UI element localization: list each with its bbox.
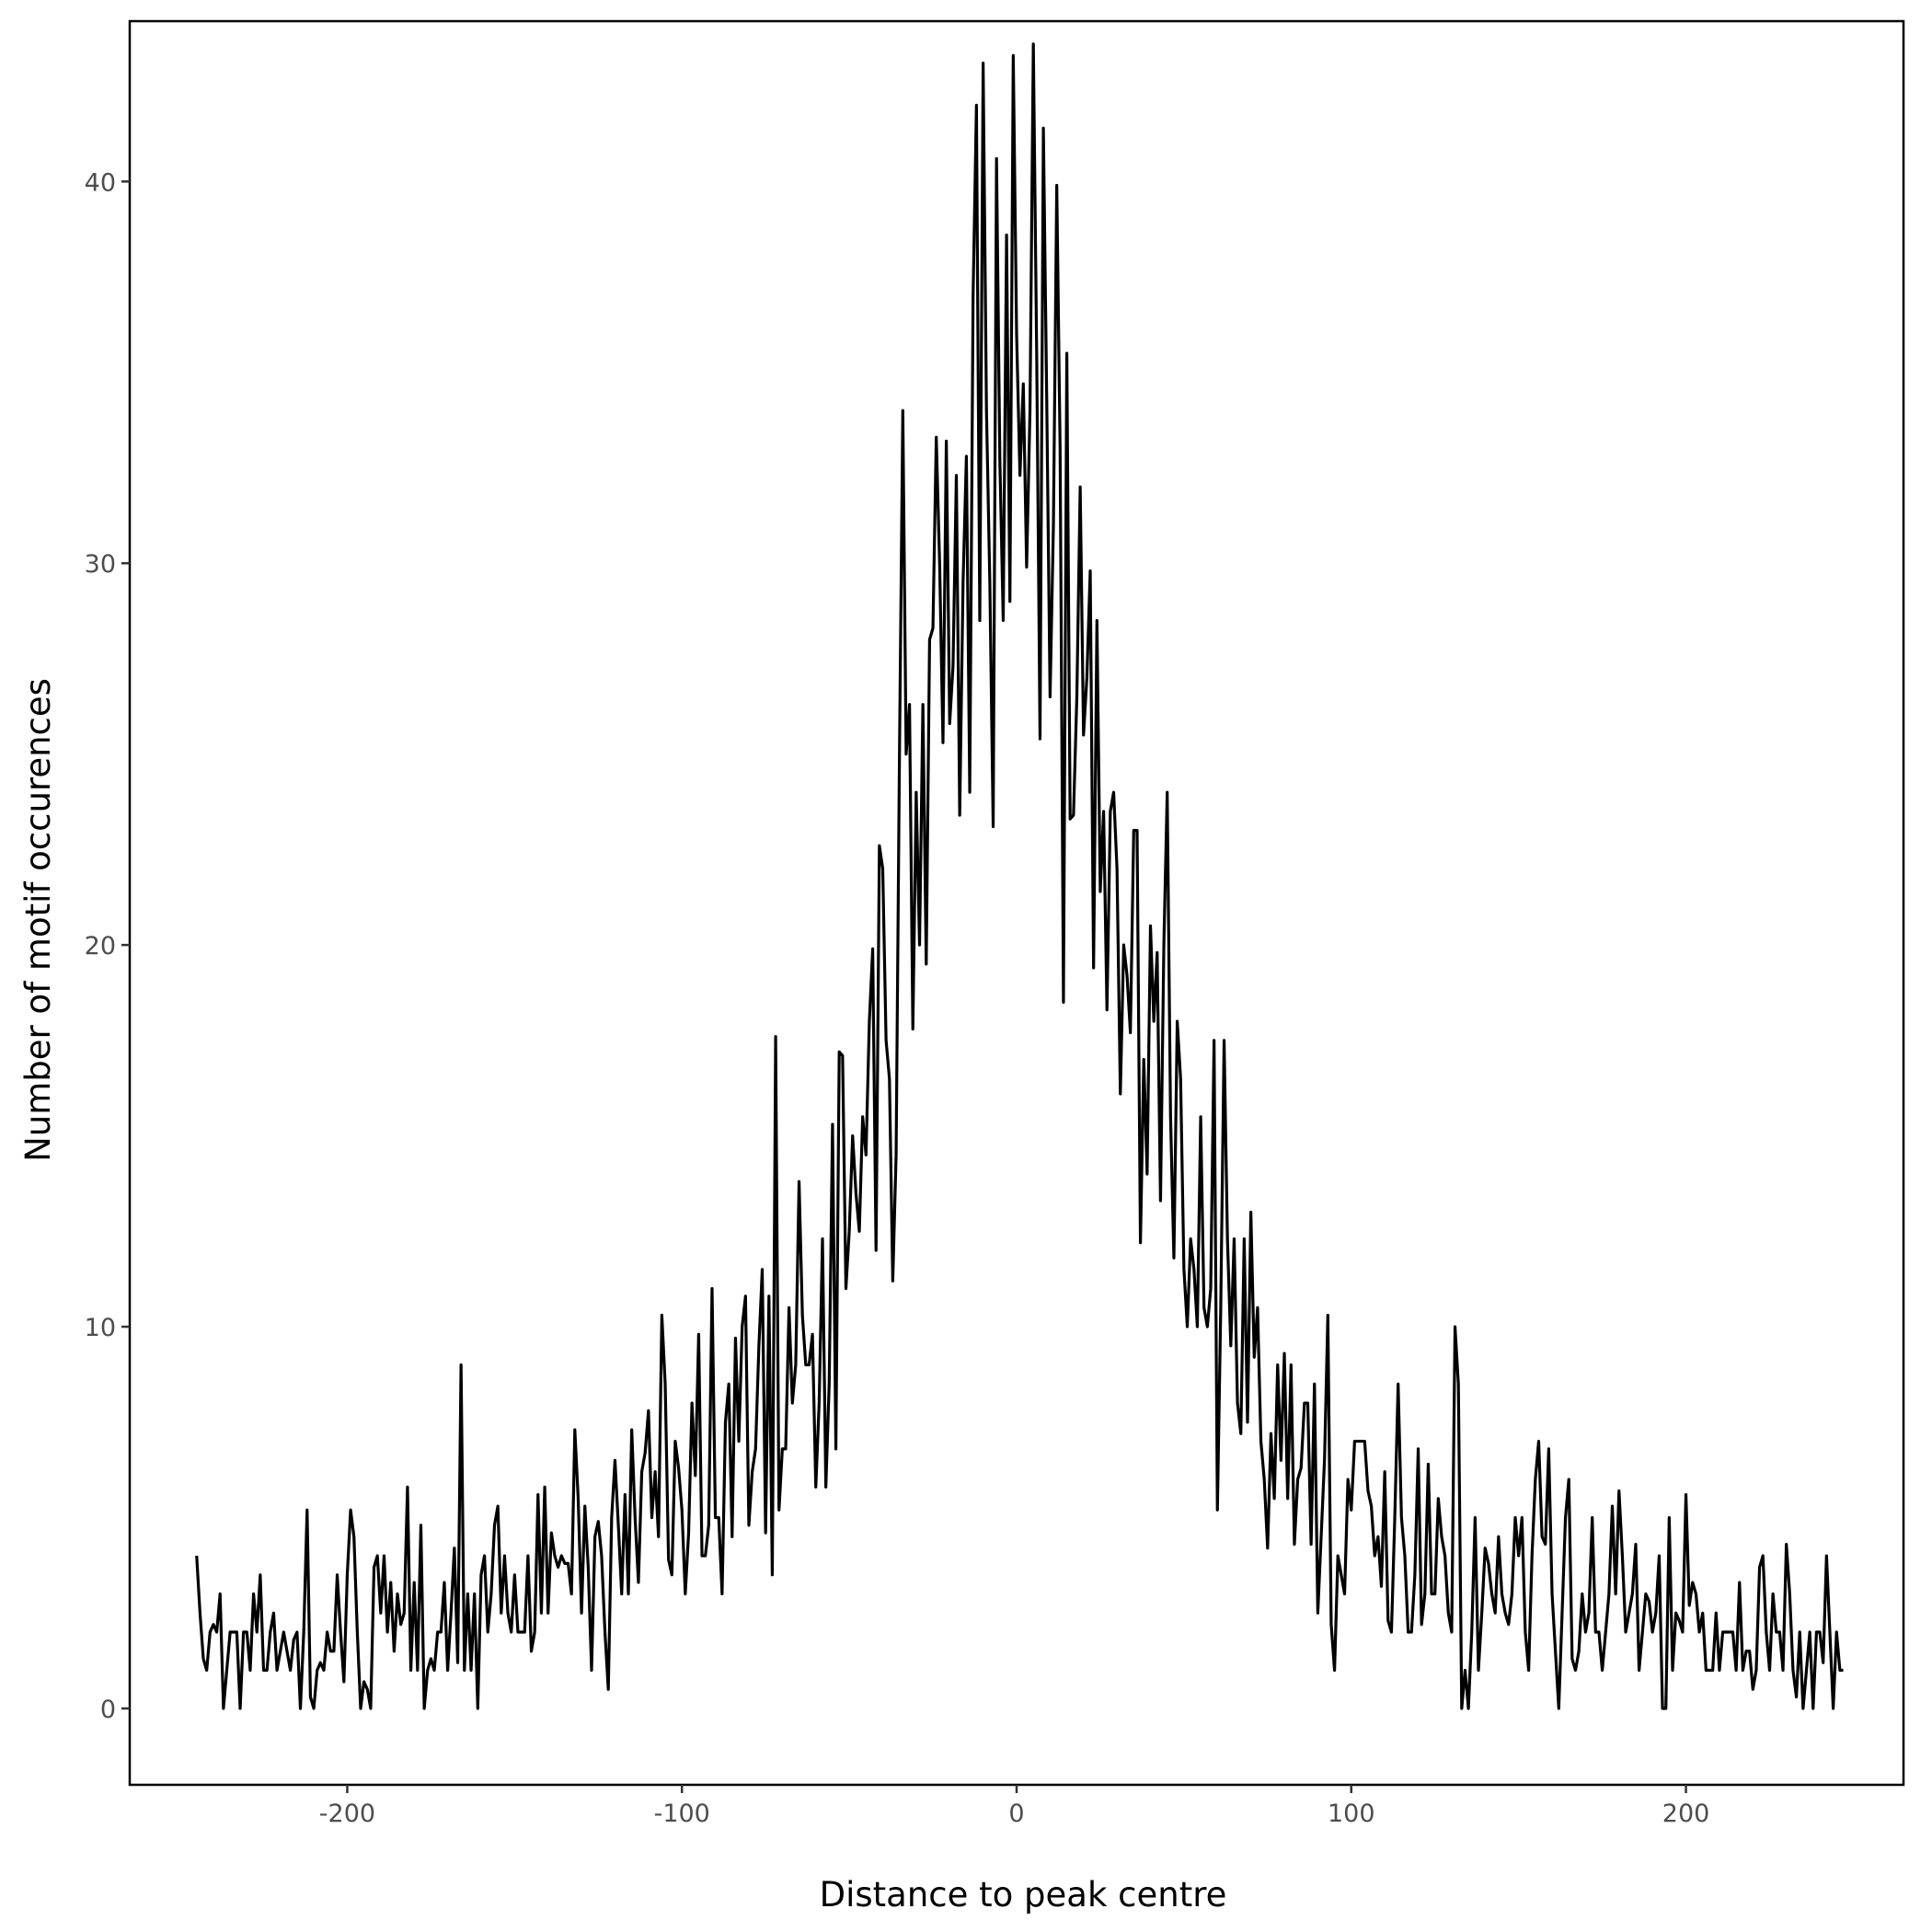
- series-line: [195, 42, 1844, 1710]
- x-axis: -200 -100 0 100 200: [319, 1785, 1710, 1828]
- x-axis-title: Distance to peak centre: [820, 1875, 1227, 1915]
- y-tick-label: 10: [85, 1314, 116, 1342]
- x-tick-label: 100: [1328, 1800, 1375, 1828]
- x-tick-label: 0: [1008, 1800, 1024, 1828]
- x-tick-label: 200: [1662, 1800, 1710, 1828]
- y-tick-label: 40: [85, 168, 116, 197]
- x-tick-label: -100: [654, 1800, 710, 1828]
- y-tick-label: 20: [85, 932, 116, 960]
- y-tick-label: 30: [85, 550, 116, 579]
- y-axis-title: Number of motif occurences: [18, 678, 58, 1162]
- y-tick-label: 0: [100, 1696, 116, 1724]
- y-axis: 0 10 20 30 40: [85, 168, 130, 1724]
- x-tick-label: -200: [319, 1800, 375, 1828]
